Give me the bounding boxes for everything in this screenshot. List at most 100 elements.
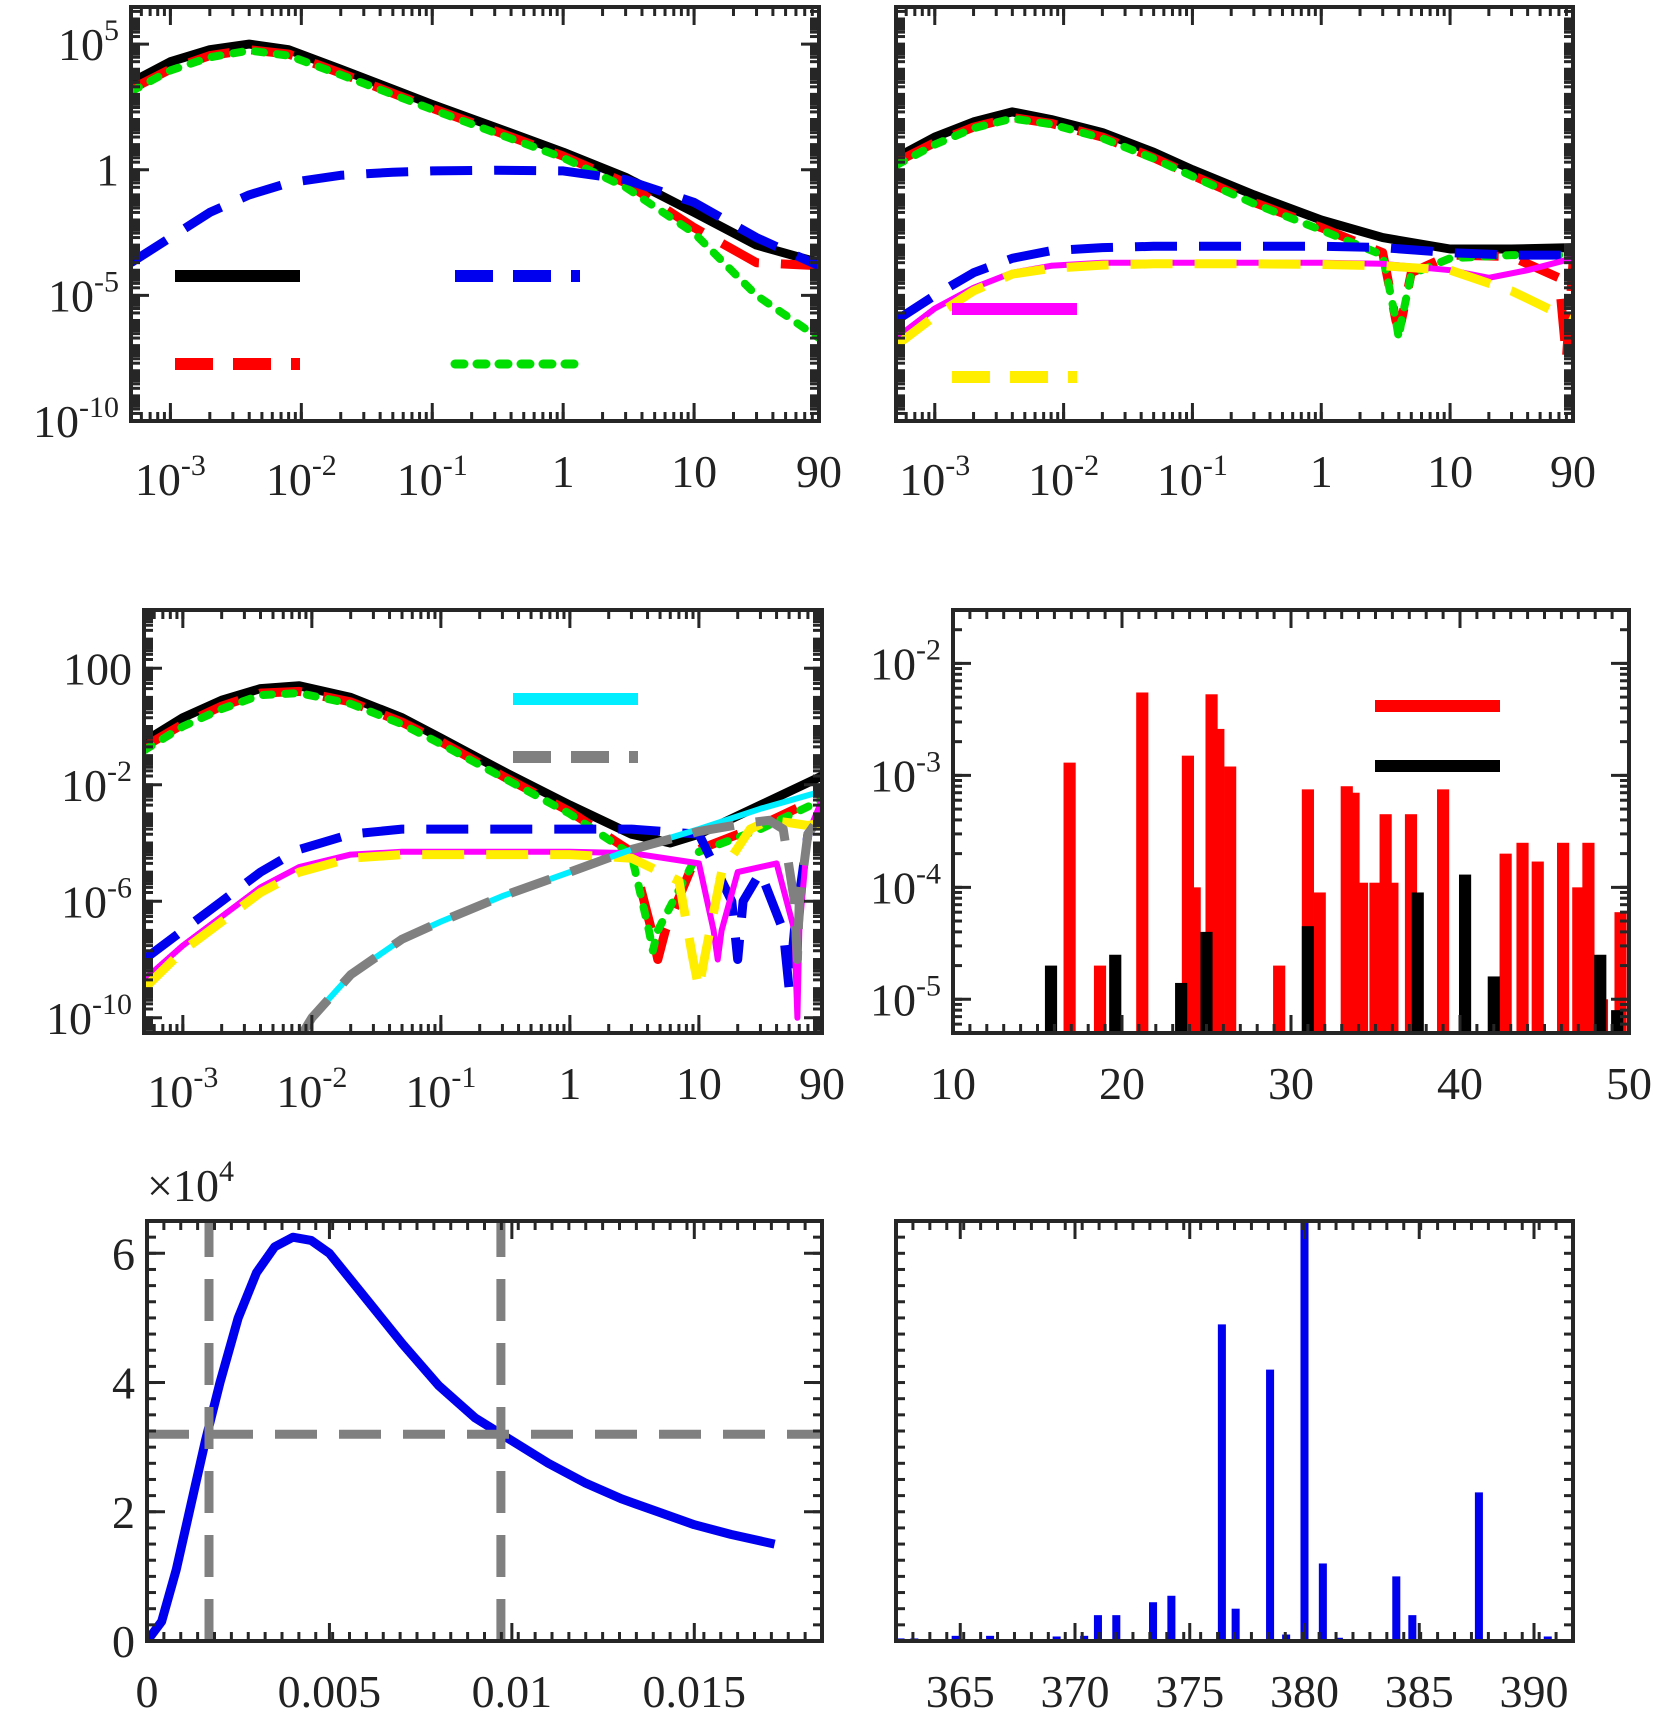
bar (1318, 1563, 1327, 1641)
bar (1231, 1608, 1240, 1641)
x-tick-label: 365 (926, 1666, 995, 1717)
bar (1594, 954, 1607, 1033)
series-line (144, 798, 822, 1021)
bar (1474, 1492, 1483, 1641)
bar (1044, 965, 1058, 1033)
y-tick-label: 10-3 (870, 745, 941, 801)
bar (1369, 882, 1382, 1033)
y-tick-label: 10-6 (61, 871, 132, 927)
bar (1093, 965, 1107, 1033)
x-tick-label: 10-3 (899, 449, 970, 505)
series-line (144, 689, 822, 955)
plot-area (131, 39, 819, 343)
series-line (896, 107, 1573, 254)
x-tick-label: 0.005 (278, 1666, 382, 1717)
x-tick-label: 0 (136, 1666, 159, 1717)
y-tick-label: 4 (112, 1358, 135, 1409)
x-tick-label: 370 (1041, 1666, 1110, 1717)
plot-area (896, 1221, 1552, 1641)
y-tick-label: 6 (112, 1228, 135, 1279)
series-line (147, 1232, 776, 1641)
x-tick-label: 10-2 (266, 449, 337, 505)
series-line (144, 815, 822, 994)
y-tick-label: 10-2 (61, 755, 132, 811)
panel-bottom-left: 0 0.005 0.01 0.015 0 2 4 6×104 (112, 1155, 824, 1717)
y-tick-label: 105 (58, 14, 119, 70)
bar (1188, 887, 1201, 1033)
x-tick-label: 1 (552, 446, 575, 497)
x-tick-label: 390 (1499, 1666, 1568, 1717)
bar (1458, 874, 1472, 1033)
y-tick-label: 1 (96, 145, 119, 196)
x-tick-label: 10 (1427, 446, 1473, 497)
x-tick-label: 40 (1437, 1058, 1483, 1109)
axes-box (894, 1219, 1575, 1643)
bar (1149, 1602, 1158, 1641)
y-tick-label: 10-5 (870, 969, 941, 1025)
bar (1355, 882, 1369, 1033)
bar (1386, 882, 1399, 1033)
bar (1093, 1615, 1102, 1641)
bar (1217, 1324, 1226, 1641)
bar (1109, 954, 1122, 1033)
panel-bottom-right: 365 370 375 380 385 390 (894, 1219, 1575, 1717)
series-line (131, 46, 819, 343)
series-line (144, 811, 822, 994)
bar (1582, 842, 1595, 1033)
bar (1273, 965, 1286, 1033)
y-tick-label: 10-2 (870, 633, 941, 689)
x-tick-label: 1 (558, 1058, 581, 1109)
x-tick-label: 10-1 (397, 449, 468, 505)
x-tick-label: 10-1 (405, 1061, 476, 1117)
x-tick-label: 10-3 (135, 449, 206, 505)
y-tick-label: 10-5 (48, 265, 119, 321)
y-tick-label: 100 (63, 643, 132, 694)
axes-box (894, 5, 1575, 423)
bar (1112, 1615, 1121, 1641)
panel-middle-right: 10 20 30 40 50 10-2 10-3 10-4 10-5 (870, 608, 1652, 1109)
bar (1614, 912, 1627, 1033)
x-tick-label: 30 (1268, 1058, 1314, 1109)
series-line (131, 165, 819, 270)
bar (1572, 887, 1585, 1033)
tick-marks (894, 5, 1575, 423)
bar (951, 1635, 960, 1641)
series-line (896, 255, 1573, 341)
tick-marks (894, 1219, 1575, 1643)
bar (1411, 892, 1424, 1033)
x-tick-label: 10-1 (1157, 449, 1228, 505)
tick-marks (145, 1219, 824, 1643)
plot-area (1044, 692, 1627, 1033)
x-tick-label: 90 (1550, 446, 1596, 497)
x-tick-label: 380 (1270, 1666, 1339, 1717)
x-tick-label: 10 (930, 1058, 976, 1109)
bar (1543, 1636, 1552, 1641)
panel-top-left: 10-3 10-2 10-1 1 10 90 105 1 10-5 10-10 (33, 5, 842, 505)
plot-area (144, 681, 822, 1033)
series-line (896, 113, 1573, 364)
bar (1313, 892, 1326, 1033)
x-tick-label: 50 (1606, 1058, 1652, 1109)
series-line (896, 241, 1573, 325)
bar (1167, 1595, 1176, 1641)
x-tick-label: 10-2 (276, 1061, 347, 1117)
x-tick-label: 10 (676, 1058, 722, 1109)
x-tick-label: 10 (671, 446, 717, 497)
x-tick-label: 90 (796, 446, 842, 497)
panel-middle-left: 10-3 10-2 10-1 1 10 90 100 10-2 10-6 10-10 (46, 608, 845, 1117)
bar (1063, 762, 1076, 1033)
bar (1200, 931, 1213, 1033)
series-line (298, 811, 822, 1033)
bar (1408, 1615, 1417, 1641)
x-tick-label: 1 (1310, 446, 1333, 497)
bar (1437, 789, 1450, 1033)
bar (1499, 853, 1512, 1033)
bar (1136, 692, 1149, 1033)
bar (1301, 926, 1314, 1033)
x-tick-label: 375 (1155, 1666, 1224, 1717)
y-tick-label: 10-10 (46, 988, 132, 1044)
tick-marks (129, 5, 821, 423)
y-multiplier: ×104 (147, 1155, 234, 1211)
bar (1080, 1635, 1089, 1641)
